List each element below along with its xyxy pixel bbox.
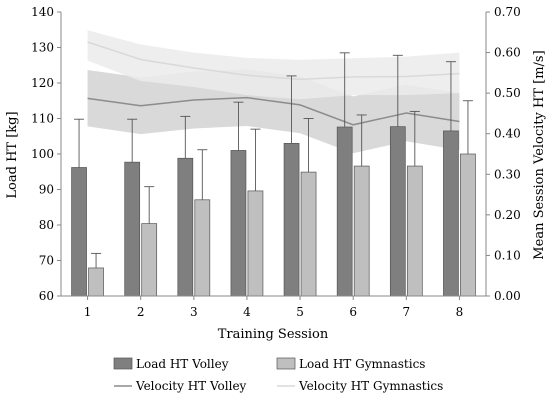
x-tick-label-2: 2 [137, 305, 145, 319]
bar-load-volley-5 [283, 143, 300, 297]
legend: Load HT Volley Load HT Gymnastics Veloci… [113, 357, 443, 393]
bar-load-volley-7 [389, 126, 406, 297]
x-axis-title: Training Session [218, 327, 329, 342]
velocity-band-gymnastics [87, 30, 460, 100]
y-tick-label-90: 90 [39, 183, 54, 197]
y2-tick-label-0.20: 0.20 [494, 208, 521, 222]
bar-load-volley-4 [230, 150, 247, 297]
bar-load-gymnastics-5 [300, 171, 317, 297]
y-tick-label-140: 140 [31, 5, 54, 19]
velocity-band-volley [87, 69, 460, 154]
velocity-bands [87, 30, 460, 154]
bar-load-gymnastics-2 [141, 223, 158, 297]
y-tick-label-100: 100 [31, 147, 54, 161]
load-bars [71, 52, 476, 297]
bar-load-gymnastics-6 [353, 165, 370, 297]
y2-axis-title: Mean Session Velocity HT [m/s] [532, 50, 547, 259]
bar-load-volley-8 [443, 130, 459, 297]
y-tick-label-120: 120 [31, 76, 54, 90]
y2-tick-label-0.50: 0.50 [494, 86, 521, 100]
x-tick-label-5: 5 [296, 305, 304, 319]
legend-label-velocity-gymnastics: Velocity HT Gymnastics [298, 379, 443, 393]
bar-load-gymnastics-4 [247, 190, 264, 297]
y2-tick-label-0.10: 0.10 [494, 248, 521, 262]
x-tick-label-6: 6 [349, 305, 357, 319]
tick-labels: 60 70 80 90 100 110 120 130 140 0.00 0.10 0.20 0.30 0… [31, 5, 521, 319]
y-tick-label-80: 80 [39, 218, 54, 232]
x-tick-label-7: 7 [402, 305, 410, 319]
y-tick-label-60: 60 [39, 289, 54, 303]
x-tick-label-8: 8 [456, 305, 464, 319]
bar-load-gymnastics-3 [194, 199, 211, 297]
legend-label-load-volley: Load HT Volley [136, 357, 229, 371]
y-tick-label-130: 130 [31, 41, 54, 55]
legend-label-velocity-volley: Velocity HT Volley [135, 379, 247, 393]
bar-load-gymnastics-7 [406, 165, 423, 297]
y2-tick-label-0.40: 0.40 [494, 127, 521, 141]
y2-tick-label-0.70: 0.70 [494, 5, 521, 19]
bar-load-gymnastics-1 [88, 267, 104, 297]
y2-tick-label-0.60: 0.60 [494, 46, 521, 60]
bar-load-volley-3 [177, 157, 194, 297]
bar-load-volley-6 [336, 126, 353, 297]
legend-swatch-load-gymnastics [276, 357, 296, 370]
x-tick-label-4: 4 [243, 305, 251, 319]
y2-tick-label-0.30: 0.30 [494, 167, 521, 181]
x-tick-label-1: 1 [84, 305, 92, 319]
bar-load-volley-2 [124, 161, 141, 297]
y2-tick-label-0.00: 0.00 [494, 289, 521, 303]
x-tick-label-3: 3 [190, 305, 198, 319]
bar-load-volley-1 [71, 167, 87, 297]
axes [57, 11, 490, 300]
legend-label-load-gymnastics: Load HT Gymnastics [299, 357, 425, 371]
bar-load-gymnastics-8 [460, 153, 476, 297]
legend-swatch-load-volley [113, 357, 133, 370]
y-tick-label-110: 110 [31, 112, 54, 126]
y-axis-title: Load HT [kg] [5, 111, 20, 198]
y-tick-label-70: 70 [39, 254, 54, 268]
